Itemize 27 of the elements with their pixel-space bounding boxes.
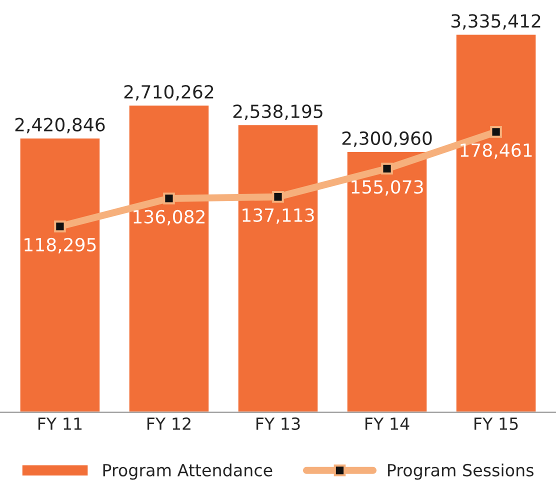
legend-label: Program Sessions <box>388 464 534 480</box>
bar <box>455 33 538 412</box>
data-label: 2,300,960 <box>342 131 432 147</box>
x-tick-label: FY 11 <box>38 418 82 430</box>
bar <box>128 104 210 412</box>
data-label: 118,295 <box>24 238 96 254</box>
data-label: 2,420,846 <box>15 118 105 134</box>
data-label: 2,538,195 <box>233 104 322 120</box>
point <box>490 126 502 138</box>
point <box>272 190 284 203</box>
x-tick-label: FY 13 <box>256 417 300 430</box>
bar <box>346 150 428 412</box>
data-label: 136,082 <box>134 210 205 226</box>
x-tick-label: FY 14 <box>366 418 410 430</box>
point <box>163 192 175 204</box>
x-tick-label: FY 15 <box>474 418 518 430</box>
bar <box>18 137 101 412</box>
legend-label: Program Attendance <box>103 464 272 480</box>
data-label: 137,113 <box>242 208 314 224</box>
data-label: 155,073 <box>352 180 423 196</box>
point <box>54 220 66 232</box>
x-tick-label: FY 12 <box>147 417 190 430</box>
data-label: 2,710,262 <box>124 84 214 100</box>
point <box>381 162 393 175</box>
data-label: 3,335,412 <box>451 14 540 30</box>
bar <box>236 124 320 412</box>
data-label: 178,461 <box>460 143 532 159</box>
